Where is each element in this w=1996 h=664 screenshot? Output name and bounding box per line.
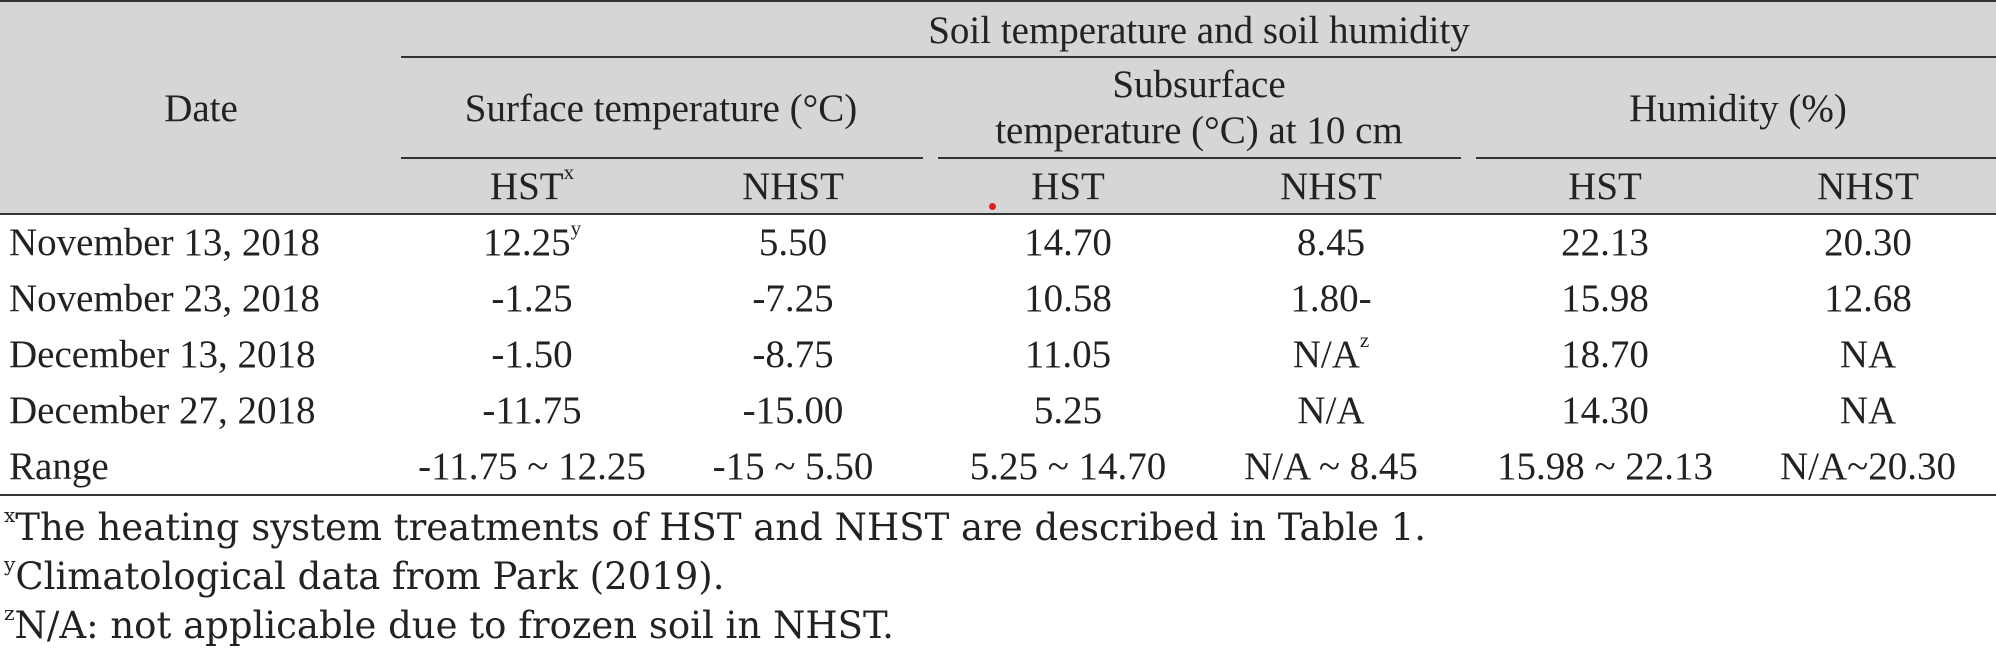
humidity-header: Humidity (%) [1629,87,1847,130]
table-cell: -7.25 [752,277,834,320]
surface-temperature-header: Surface temperature (°C) [464,87,858,130]
group-header-rule [401,56,1996,58]
table-cell: 22.13 [1561,221,1649,264]
table-cell: 12.68 [1824,277,1912,320]
treatment-header: HSTx [489,160,575,209]
table-cell: -11.75 ~ 12.25 [418,445,646,488]
table-top-rule [0,0,1996,2]
table-cell: -15.00 [742,389,844,432]
table-cell: 18.70 [1561,333,1649,376]
subsurface-header-rule [938,157,1461,159]
table-cell: 5.25 ~ 14.70 [969,445,1167,488]
table-cell: -1.25 [491,277,573,320]
treatment-header: HST [1568,165,1642,208]
table-cell: 11.05 [1024,333,1112,376]
table-cell: -15 ~ 5.50 [712,445,874,488]
treatment-header: NHST [742,165,844,208]
subsurface-header-line2: temperature (°C) at 10 cm [995,109,1403,152]
footnote: yClimatological data from Park (2019). [4,552,725,598]
table-cell: -11.75 [482,389,582,432]
treatment-header: NHST [1817,165,1919,208]
table-cell: N/A [1297,389,1365,432]
treatment-header: HST [1031,165,1105,208]
table-cell: N/A~20.30 [1779,445,1957,488]
row-date: November 13, 2018 [9,221,320,264]
subsurface-header-line1: Subsurface [1112,63,1286,106]
humidity-header-rule [1476,157,1996,159]
table-cell: -1.50 [491,333,573,376]
header-bottom-rule [0,213,1996,215]
table-cell: N/A ~ 8.45 [1244,445,1418,488]
table-cell: 15.98 ~ 22.13 [1496,445,1714,488]
table-cell: 15.98 [1561,277,1649,320]
table-cell: NA [1839,389,1897,432]
table-cell: 8.45 [1296,221,1366,264]
footnote: zN/A: not applicable due to frozen soil … [4,601,894,647]
table-bottom-rule [0,494,1996,496]
table-cell: 5.50 [758,221,828,264]
treatment-header: NHST [1280,165,1382,208]
table-cell: 10.58 [1024,277,1112,320]
table-cell: 5.25 [1033,389,1103,432]
table-cell: 1.80- [1290,277,1372,320]
surface-header-rule [401,157,923,159]
table-cell: 12.25y [482,216,582,265]
group-header: Soil temperature and soil humidity [928,9,1470,52]
table-cell: NA [1839,333,1897,376]
row-date: December 13, 2018 [9,333,316,376]
red-marker-dot [989,203,996,210]
table-header-background [0,0,1996,214]
date-header: Date [164,87,238,130]
row-date: December 27, 2018 [9,389,316,432]
table-cell: N/Az [1292,328,1370,377]
footnote: xThe heating system treatments of HST an… [4,503,1427,549]
table-cell: 14.70 [1024,221,1112,264]
table-cell: 20.30 [1824,221,1912,264]
table-cell: -8.75 [752,333,834,376]
row-date: Range [9,445,109,488]
row-date: November 23, 2018 [9,277,320,320]
table-cell: 14.30 [1561,389,1649,432]
